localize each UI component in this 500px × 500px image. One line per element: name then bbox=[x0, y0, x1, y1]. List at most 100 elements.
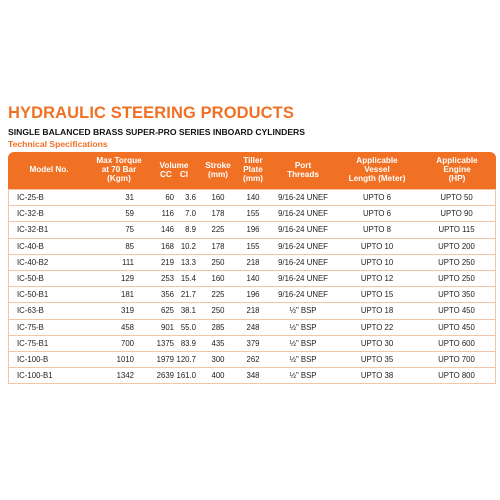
cell-vessel: UPTO 10 bbox=[336, 255, 418, 271]
cell-tiller: 140 bbox=[236, 189, 270, 207]
table-row: IC-75-B1 700 1375 83.9 435 379 ½" BSP UPTO 30 UP… bbox=[8, 335, 496, 352]
table-row: IC-25-B 31 60 3.6 160 140 9/16-24 UNEF UPTO 6 UP… bbox=[8, 189, 496, 207]
cell-engine: UPTO 700 bbox=[418, 351, 496, 369]
section-heading: Technical Specifications bbox=[8, 139, 108, 149]
cell-model: IC-50-B bbox=[8, 270, 90, 288]
cell-volume: 116 7.0 bbox=[148, 206, 200, 223]
cell-engine: UPTO 600 bbox=[418, 335, 496, 352]
cell-port: 9/16-24 UNEF bbox=[270, 206, 336, 223]
cell-engine: UPTO 350 bbox=[418, 287, 496, 304]
cell-tiller: 218 bbox=[236, 303, 270, 320]
cell-port: ½" BSP bbox=[270, 303, 336, 320]
cell-torque: 181 bbox=[90, 287, 148, 304]
cell-vessel: UPTO 10 bbox=[336, 239, 418, 255]
cell-volume-ci: 21.7 bbox=[180, 290, 196, 300]
cell-stroke: 400 bbox=[200, 368, 236, 385]
cell-volume-cc: 1979 bbox=[156, 354, 174, 364]
header-volume-ci: CI bbox=[179, 169, 188, 179]
cell-volume-cc: 356 bbox=[160, 290, 174, 300]
header-engine: Applicable Engine (HP) bbox=[418, 152, 496, 189]
cell-port: 9/16-24 UNEF bbox=[270, 287, 336, 304]
cell-model: IC-25-B bbox=[8, 189, 90, 207]
cell-vessel: UPTO 8 bbox=[336, 222, 418, 239]
page-title: HYDRAULIC STEERING PRODUCTS bbox=[8, 104, 294, 122]
table-row: IC-63-B 319 625 38.1 250 218 ½" BSP UPTO 18 UPTO… bbox=[8, 303, 496, 320]
table-row: IC-75-B 458 901 55.0 285 248 ½" BSP UPTO 22 UPTO… bbox=[8, 319, 496, 336]
header-model: Model No. bbox=[8, 152, 90, 189]
cell-torque: 319 bbox=[90, 303, 148, 320]
cell-volume: 60 3.6 bbox=[148, 189, 200, 207]
header-torque: Max Torque at 70 Bar (Kgm) bbox=[90, 152, 148, 189]
cell-stroke: 160 bbox=[200, 189, 236, 207]
cell-port: ½" BSP bbox=[270, 352, 336, 369]
cell-volume-ci: 120.7 bbox=[176, 354, 196, 364]
cell-torque: 458 bbox=[90, 320, 148, 336]
cell-tiller: 262 bbox=[236, 352, 270, 369]
cell-vessel: UPTO 38 bbox=[336, 368, 418, 385]
cell-volume: 1979 120.7 bbox=[148, 352, 200, 369]
page-subtitle: SINGLE BALANCED BRASS SUPER-PRO SERIES I… bbox=[8, 127, 305, 137]
cell-torque: 1342 bbox=[90, 368, 148, 385]
cell-volume-cc: 116 bbox=[161, 209, 174, 219]
table-row: IC-32-B1 75 146 8.9 225 196 9/16-24 UNEF UPTO 8… bbox=[8, 222, 496, 239]
cell-torque: 700 bbox=[90, 336, 148, 352]
cell-volume-ci: 15.4 bbox=[180, 274, 196, 284]
header-stroke: Stroke (mm) bbox=[200, 152, 236, 189]
cell-volume-ci: 7.0 bbox=[185, 209, 196, 219]
cell-volume-cc: 219 bbox=[160, 257, 174, 267]
cell-port: 9/16-24 UNEF bbox=[270, 189, 336, 207]
cell-model: IC-75-B1 bbox=[8, 335, 90, 352]
cell-volume-ci: 10.2 bbox=[180, 241, 196, 251]
cell-torque: 1010 bbox=[90, 352, 148, 369]
cell-model: IC-32-B1 bbox=[8, 222, 90, 239]
cell-model: IC-63-B bbox=[8, 303, 90, 320]
header-tiller: Tiller Plate (mm) bbox=[236, 152, 270, 189]
table-body: IC-25-B 31 60 3.6 160 140 9/16-24 UNEF UPTO 6 UP… bbox=[8, 189, 496, 385]
cell-volume: 253 15.4 bbox=[148, 271, 200, 288]
cell-volume-ci: 55.0 bbox=[180, 322, 196, 332]
cell-engine: UPTO 250 bbox=[418, 254, 496, 271]
cell-volume: 356 21.7 bbox=[148, 287, 200, 304]
cell-volume: 901 55.0 bbox=[148, 320, 200, 336]
cell-torque: 129 bbox=[90, 271, 148, 288]
cell-vessel: UPTO 6 bbox=[336, 189, 418, 207]
cell-stroke: 160 bbox=[200, 271, 236, 288]
cell-volume-ci: 13.3 bbox=[180, 257, 196, 267]
cell-model: IC-100-B bbox=[8, 351, 90, 369]
cell-torque: 59 bbox=[90, 206, 148, 223]
cell-volume-cc: 168 bbox=[160, 241, 174, 251]
header-volume-cc: CC bbox=[159, 169, 172, 179]
cell-tiller: 248 bbox=[236, 320, 270, 336]
cell-port: ½" BSP bbox=[270, 336, 336, 352]
cell-port: ½" BSP bbox=[270, 368, 336, 385]
cell-tiller: 196 bbox=[236, 222, 270, 239]
header-volume: Volume CC CI bbox=[148, 152, 200, 189]
cell-stroke: 285 bbox=[200, 320, 236, 336]
cell-stroke: 435 bbox=[200, 336, 236, 352]
cell-volume-ci: 3.6 bbox=[185, 193, 196, 203]
cell-volume: 2639 161.0 bbox=[148, 368, 200, 385]
cell-engine: UPTO 450 bbox=[418, 319, 496, 336]
cell-stroke: 300 bbox=[200, 352, 236, 369]
cell-engine: UPTO 90 bbox=[418, 206, 496, 223]
cell-port: 9/16-24 UNEF bbox=[270, 222, 336, 239]
cell-vessel: UPTO 15 bbox=[336, 287, 418, 304]
cell-port: 9/16-24 UNEF bbox=[270, 271, 336, 288]
table-row: IC-50-B 129 253 15.4 160 140 9/16-24 UNEF UPTO … bbox=[8, 270, 496, 288]
table-row: IC-40-B2 111 219 13.3 250 218 9/16-24 UNEF UPTO… bbox=[8, 254, 496, 271]
cell-volume: 219 13.3 bbox=[148, 255, 200, 271]
table-row: IC-100-B 1010 1979 120.7 300 262 ½" BSP UPTO 35… bbox=[8, 351, 496, 369]
cell-engine: UPTO 250 bbox=[418, 270, 496, 288]
cell-volume-cc: 146 bbox=[160, 225, 174, 235]
cell-vessel: UPTO 30 bbox=[336, 336, 418, 352]
cell-stroke: 178 bbox=[200, 206, 236, 223]
cell-engine: UPTO 800 bbox=[418, 368, 496, 385]
cell-stroke: 178 bbox=[200, 239, 236, 255]
cell-vessel: UPTO 22 bbox=[336, 320, 418, 336]
cell-stroke: 250 bbox=[200, 303, 236, 320]
cell-engine: UPTO 200 bbox=[418, 238, 496, 255]
cell-torque: 31 bbox=[90, 189, 148, 207]
cell-volume-cc: 253 bbox=[160, 274, 174, 284]
table-row: IC-40-B 85 168 10.2 178 155 9/16-24 UNEF UPTO 1… bbox=[8, 238, 496, 255]
